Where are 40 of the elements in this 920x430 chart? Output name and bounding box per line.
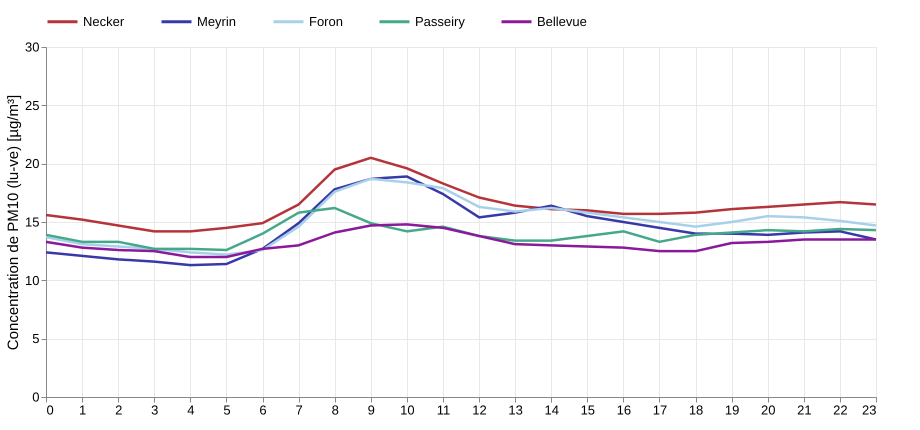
x-tick-label: 7 (295, 402, 303, 418)
x-tick-label: 15 (580, 402, 596, 418)
legend-label: Passeiry (415, 14, 466, 29)
y-tick-label: 0 (32, 390, 40, 404)
x-tick-label: 14 (544, 402, 559, 418)
x-tick-label: 10 (400, 402, 415, 418)
y-tick-label: 20 (25, 156, 40, 172)
y-tick-label: 5 (32, 331, 40, 346)
x-tick-label: 1 (78, 402, 86, 418)
y-tick-label: 15 (25, 214, 40, 230)
x-tick-label: 16 (616, 402, 632, 418)
x-tick-label: 20 (761, 402, 776, 418)
legend-label: Bellevue (537, 14, 587, 29)
y-axis-title: Concentration de PM10 (lu-ve) [µg/m³] (5, 94, 22, 350)
x-tick-label: 12 (472, 402, 487, 418)
x-tick-label: 11 (436, 402, 450, 418)
legend-label: Meyrin (197, 14, 236, 29)
y-tick-label: 25 (25, 98, 40, 113)
x-tick-label: 13 (508, 402, 523, 418)
y-tick-label: 10 (25, 272, 40, 288)
legend-label: Foron (309, 14, 343, 29)
x-tick-label: 17 (652, 402, 668, 418)
legend-label: Necker (83, 14, 125, 29)
x-tick-label: 3 (151, 402, 158, 418)
x-tick-label: 9 (368, 402, 375, 418)
line-series (44, 223, 878, 258)
y-tick-label: 30 (25, 40, 40, 54)
line-series (44, 156, 878, 233)
x-tick-label: 22 (833, 402, 848, 418)
x-tick-label: 2 (115, 402, 122, 418)
x-tick-label: 21 (797, 402, 812, 418)
x-tick-label: 18 (688, 402, 704, 418)
line-series (44, 206, 878, 252)
x-tick-label: 6 (259, 402, 267, 418)
x-tick-label: 8 (332, 402, 339, 418)
x-tick-label: 0 (46, 402, 54, 418)
x-tick-label: 19 (724, 402, 740, 418)
x-tick-label: 5 (223, 402, 231, 418)
x-tick-label: 4 (187, 402, 194, 418)
x-tick-label: 23 (862, 402, 876, 418)
